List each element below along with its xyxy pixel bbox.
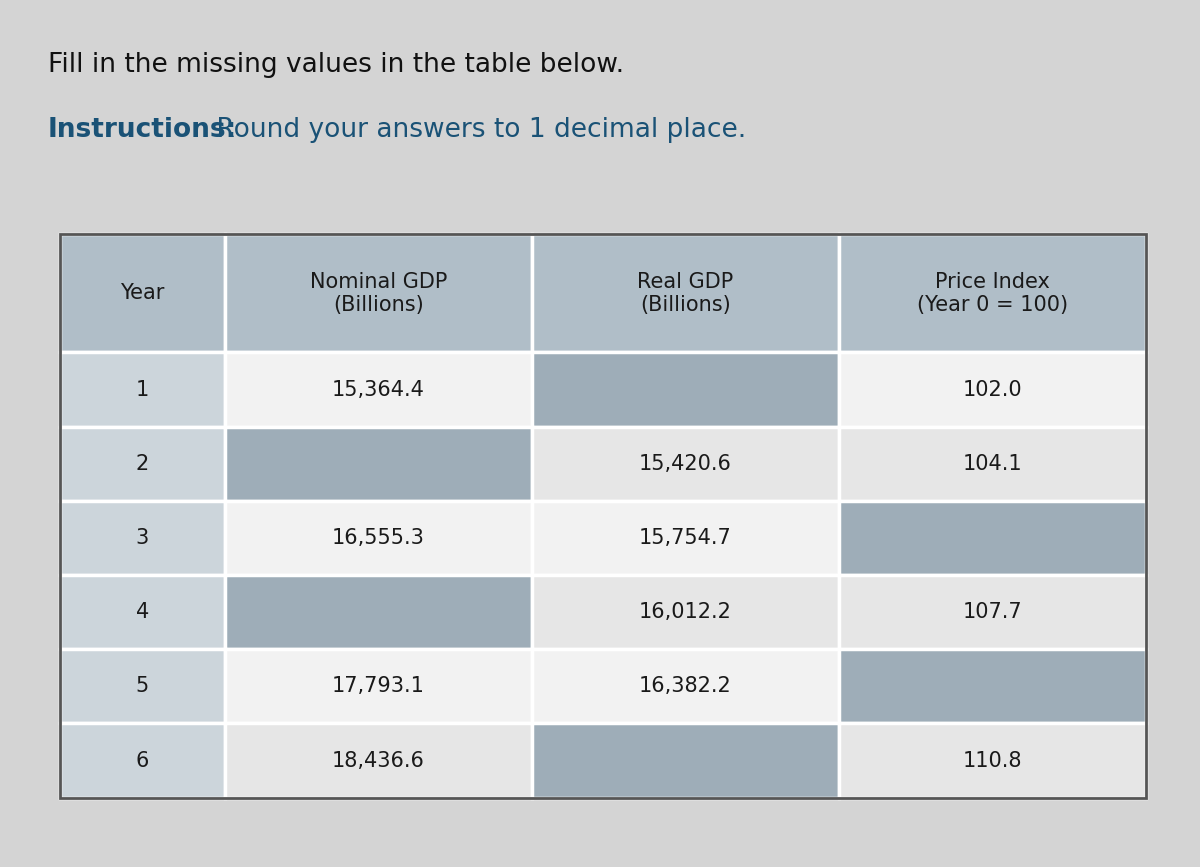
Text: 6: 6 [136, 751, 149, 771]
Text: 4: 4 [136, 603, 149, 623]
Text: 18,436.6: 18,436.6 [332, 751, 425, 771]
Text: 107.7: 107.7 [962, 603, 1022, 623]
Text: Round your answers to 1 decimal place.: Round your answers to 1 decimal place. [208, 117, 746, 143]
Text: 16,012.2: 16,012.2 [640, 603, 732, 623]
Text: 104.1: 104.1 [962, 453, 1022, 473]
Text: 110.8: 110.8 [962, 751, 1022, 771]
Text: 2: 2 [136, 453, 149, 473]
Text: 102.0: 102.0 [962, 380, 1022, 400]
Text: 16,382.2: 16,382.2 [640, 676, 732, 696]
Text: 5: 5 [136, 676, 149, 696]
Text: Year: Year [120, 284, 164, 303]
Text: Instructions:: Instructions: [48, 117, 238, 143]
Text: 15,420.6: 15,420.6 [640, 453, 732, 473]
Text: 15,364.4: 15,364.4 [332, 380, 425, 400]
Text: Real GDP
(Billions): Real GDP (Billions) [637, 271, 733, 315]
Text: Fill in the missing values in the table below.: Fill in the missing values in the table … [48, 52, 624, 78]
Text: 3: 3 [136, 528, 149, 548]
Text: 15,754.7: 15,754.7 [640, 528, 732, 548]
Text: 17,793.1: 17,793.1 [332, 676, 425, 696]
Text: Nominal GDP
(Billions): Nominal GDP (Billions) [310, 271, 448, 315]
Text: 16,555.3: 16,555.3 [332, 528, 425, 548]
Text: Price Index
(Year 0 = 100): Price Index (Year 0 = 100) [917, 271, 1068, 315]
Text: 1: 1 [136, 380, 149, 400]
